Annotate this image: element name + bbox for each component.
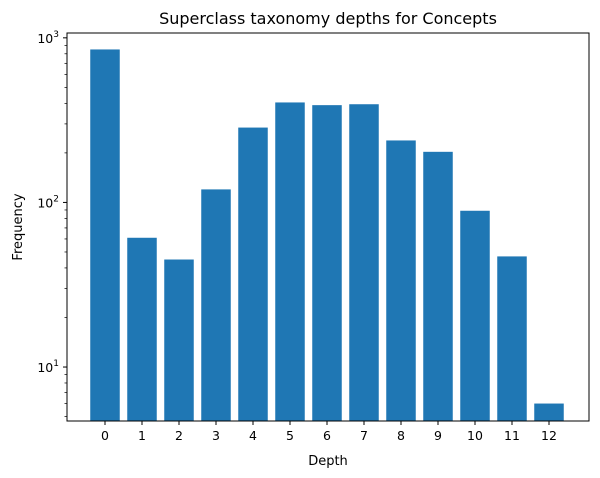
bar-depth-8	[386, 140, 416, 421]
x-tick-label: 3	[212, 428, 220, 443]
plot-frame	[66, 32, 590, 422]
bar-depth-1	[127, 237, 157, 421]
bar-depth-11	[497, 256, 527, 421]
x-tick-label: 6	[323, 428, 331, 443]
chart-title: Superclass taxonomy depths for Concepts	[159, 9, 497, 28]
x-tick-label: 10	[467, 428, 483, 443]
bar-depth-10	[460, 210, 490, 421]
x-tick-label: 5	[286, 428, 294, 443]
bar-depth-4	[238, 127, 268, 422]
bar-depth-0	[90, 49, 120, 421]
bar-depth-7	[349, 104, 379, 421]
bars-group	[90, 49, 564, 422]
y-tick-label: 101	[37, 359, 59, 375]
x-tick-label: 7	[360, 428, 368, 443]
x-tick-label: 12	[541, 428, 557, 443]
bar-depth-2	[164, 259, 194, 421]
y-tick-label: 102	[37, 194, 59, 210]
x-tick-label: 2	[175, 428, 183, 443]
bar-depth-5	[275, 102, 305, 421]
y-tick-label: 103	[37, 30, 59, 46]
x-tick-label: 1	[138, 428, 146, 443]
x-axis-label: Depth	[308, 454, 348, 469]
x-tick-label: 0	[101, 428, 109, 443]
bar-depth-12	[534, 403, 564, 421]
bar-depth-9	[423, 151, 453, 421]
bar-depth-6	[312, 105, 342, 421]
x-tick-label: 9	[434, 428, 442, 443]
bar-depth-3	[201, 189, 231, 421]
x-axis-ticks: 0 1 2 3 4 5 6 7 8 9 10 11 12	[101, 421, 557, 443]
x-tick-label: 11	[504, 428, 520, 443]
x-tick-label: 8	[397, 428, 405, 443]
y-axis-ticks: 101 102 103	[37, 30, 67, 417]
y-axis-label: Frequency	[11, 193, 26, 260]
x-tick-label: 4	[249, 428, 257, 443]
